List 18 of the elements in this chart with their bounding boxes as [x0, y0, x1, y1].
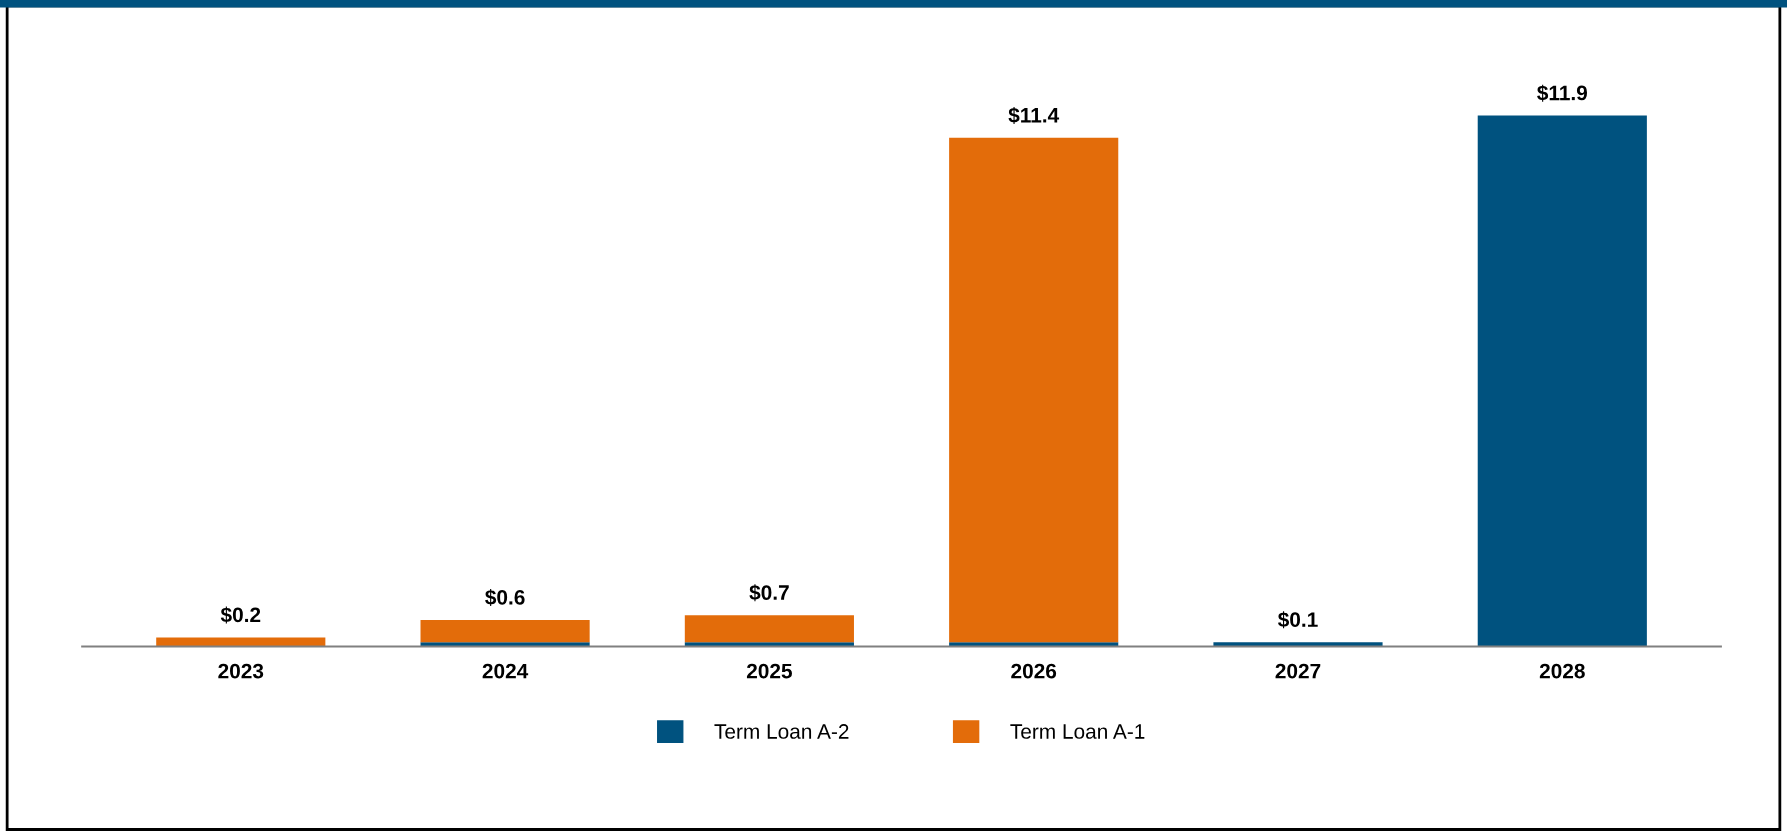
annotation: $11.9: [1537, 84, 1588, 102]
x-tick-label: 2023: [218, 663, 264, 679]
legend-label: Term Loan A-1: [1010, 724, 1145, 739]
bar: [949, 137, 1119, 643]
bar: [684, 615, 854, 643]
annotation: $0.6: [485, 589, 525, 607]
bar: [420, 619, 590, 643]
bar: [1477, 115, 1647, 647]
x-tick-label: 2026: [1011, 663, 1057, 679]
x-tick-label: 2028: [1539, 663, 1585, 679]
x-tick-label: 2027: [1275, 663, 1321, 679]
annotation: $0.2: [220, 606, 261, 624]
legend-label: Term Loan A-2: [714, 724, 849, 739]
annotation: $0.7: [749, 584, 789, 602]
x-tick-label: 2025: [746, 663, 792, 679]
annotation: $11.4: [1008, 106, 1060, 124]
annotation: $0.1: [1278, 611, 1318, 629]
x-tick-label: 2024: [482, 663, 529, 679]
